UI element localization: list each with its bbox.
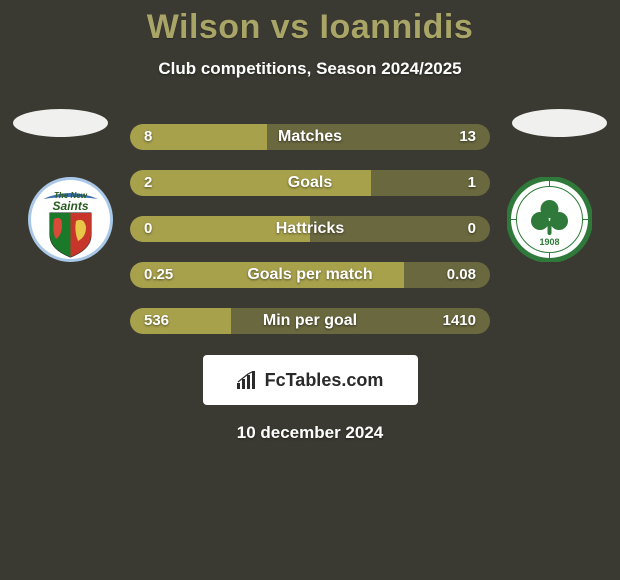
player-left-oval (13, 109, 108, 137)
comparison-content: The New Saints 1908 (0, 109, 620, 443)
stat-label: Goals (130, 170, 490, 196)
stat-row: 813Matches (130, 123, 490, 151)
new-saints-crest-icon: The New Saints (28, 177, 113, 262)
club-badge-left: The New Saints (28, 177, 113, 262)
brand-text: FcTables.com (265, 370, 384, 391)
stat-rows: 813Matches 21Goals 00Hattricks 0.250.08Goal… (130, 109, 490, 335)
season-subtitle: Club competitions, Season 2024/2025 (0, 59, 620, 79)
page-title: Wilson vs Ioannidis (0, 0, 620, 47)
panathinaikos-crest-icon: 1908 (507, 177, 592, 262)
stat-row: 0.250.08Goals per match (130, 261, 490, 289)
stat-label: Goals per match (130, 262, 490, 288)
stat-label: Min per goal (130, 308, 490, 334)
bars-chart-icon (237, 371, 259, 389)
date-text: 10 december 2024 (0, 423, 620, 443)
stat-row: 00Hattricks (130, 215, 490, 243)
stat-row: 21Goals (130, 169, 490, 197)
stat-row: 5361410Min per goal (130, 307, 490, 335)
club-badge-right: 1908 (507, 177, 592, 262)
svg-text:1908: 1908 (539, 237, 559, 247)
stat-label: Hattricks (130, 216, 490, 242)
svg-text:Saints: Saints (52, 199, 88, 213)
brand-footer: FcTables.com (203, 355, 418, 405)
stat-label: Matches (130, 124, 490, 150)
player-right-oval (512, 109, 607, 137)
